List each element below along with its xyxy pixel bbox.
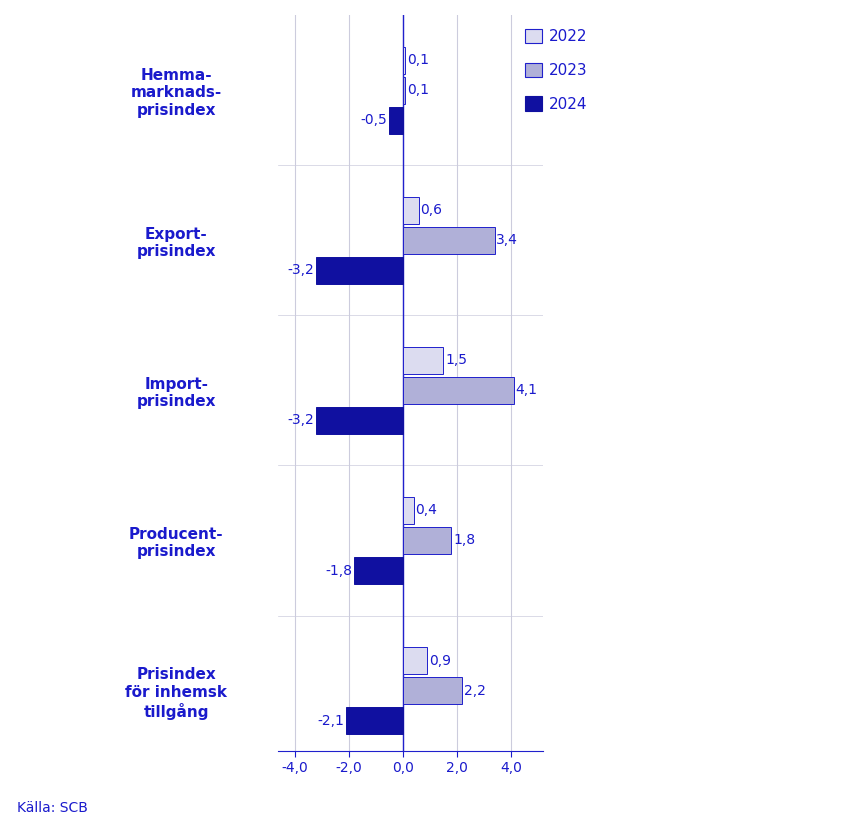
Legend: 2022, 2023, 2024: 2022, 2023, 2024 <box>519 23 594 119</box>
Text: -3,2: -3,2 <box>287 263 315 277</box>
Bar <box>316 407 403 434</box>
Text: 1,8: 1,8 <box>453 533 475 547</box>
Text: 0,1: 0,1 <box>407 83 429 97</box>
Text: 3,4: 3,4 <box>496 233 518 247</box>
Bar <box>403 47 405 73</box>
Text: 2,2: 2,2 <box>464 684 486 698</box>
Bar <box>403 377 514 404</box>
Bar <box>346 707 403 734</box>
Bar <box>403 197 419 224</box>
Text: Källa: SCB: Källa: SCB <box>17 801 88 815</box>
Bar <box>316 257 403 284</box>
Text: 0,6: 0,6 <box>421 203 443 217</box>
Bar <box>403 346 444 374</box>
Bar <box>354 557 403 584</box>
Bar <box>403 677 462 704</box>
Text: -1,8: -1,8 <box>326 564 353 578</box>
Bar <box>403 77 405 104</box>
Bar <box>403 527 451 554</box>
Text: -2,1: -2,1 <box>317 714 344 728</box>
Bar <box>403 497 414 524</box>
Text: -0,5: -0,5 <box>361 113 388 127</box>
Bar <box>403 226 494 253</box>
Text: -3,2: -3,2 <box>287 413 315 427</box>
Bar <box>389 107 403 133</box>
Text: 4,1: 4,1 <box>516 384 538 398</box>
Text: 0,1: 0,1 <box>407 53 429 67</box>
Text: 1,5: 1,5 <box>445 353 467 367</box>
Bar <box>403 647 427 674</box>
Text: 0,4: 0,4 <box>416 504 437 518</box>
Text: 0,9: 0,9 <box>429 653 451 667</box>
